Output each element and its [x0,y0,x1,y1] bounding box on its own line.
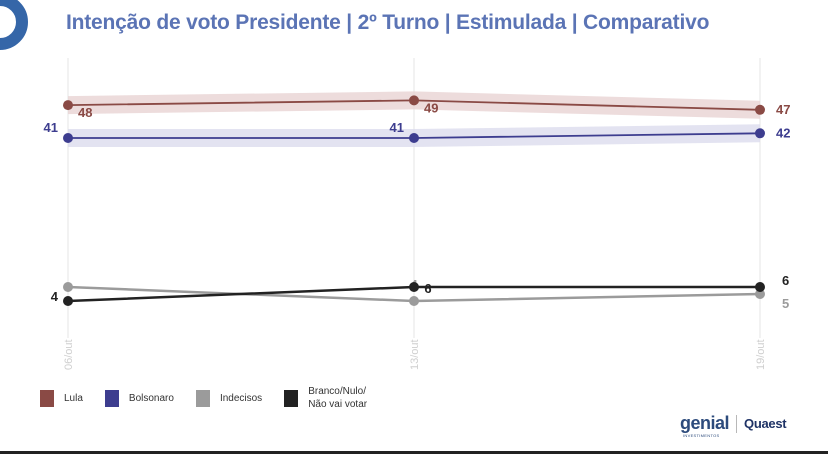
x-tick-label-1: 13/out [409,339,421,370]
data-label-series-0-2: 47 [776,102,790,117]
legend-label-branco-nulo: Branco/Nulo/ Não vai votar [308,386,368,410]
genial-logo-subtitle: INVESTIMENTOS [683,433,720,438]
bottom-rule [0,451,828,454]
point-series-1-1 [409,133,419,143]
point-series-2-0 [63,282,73,292]
data-label-series-3-0: 4 [51,289,59,304]
genial-logo: genial [680,413,730,433]
data-label-series-1-1: 41 [390,120,404,135]
point-series-0-1 [409,95,419,106]
point-series-3-0 [63,296,73,306]
data-label-series-1-0: 41 [44,120,58,135]
legend-item-bolsonaro: Bolsonaro [104,389,174,407]
data-label-series-1-2: 42 [776,125,790,140]
x-tick-label-2: 19/out [755,339,767,370]
data-label-series-2-2: 5 [782,296,789,311]
legend-label-lula: Lula [64,392,83,404]
point-series-3-1 [409,282,419,292]
data-label-series-3-2: 6 [782,273,789,288]
point-series-2-1 [409,296,419,306]
point-series-1-0 [63,133,73,143]
legend-swatch-branco-nulo [284,389,299,407]
quaest-logo: Quaest [744,416,787,431]
point-series-0-2 [755,104,765,115]
point-series-1-2 [755,128,765,139]
legend: Lula Bolsonaro Indecisos Branco/Nulo/ Nã… [40,381,389,415]
logo-separator [736,414,738,433]
point-series-2-2 [755,289,765,299]
legend-label-bolsonaro: Bolsonaro [128,392,174,404]
point-series-0-0 [63,100,73,111]
point-series-3-2 [755,282,765,292]
sponsor-logos: genial INVESTIMENTOS Quaest [680,413,787,438]
legend-swatch-bolsonaro [104,389,119,407]
legend-item-lula: Lula [40,389,83,407]
legend-label-indecisos: Indecisos [219,392,263,404]
data-label-series-0-0: 48 [78,105,92,120]
legend-item-indecisos: Indecisos [195,389,263,407]
data-label-series-0-1: 49 [424,100,438,115]
x-tick-label-0: 06/out [63,339,75,370]
legend-swatch-lula [40,389,54,407]
legend-item-branco-nulo: Branco/Nulo/ Não vai votar [284,385,367,411]
legend-swatch-indecisos [195,389,210,407]
data-label-series-3-1: 6 [424,281,431,296]
chart-title: Intenção de voto Presidente | 2º Turno |… [66,11,710,34]
